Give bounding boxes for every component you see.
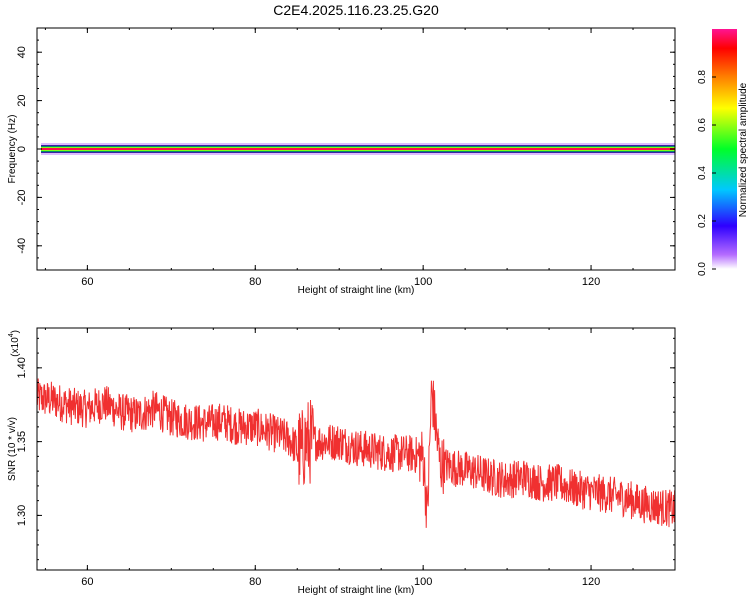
spectrogram-x-tick-label: 100 xyxy=(414,276,432,288)
snr-x-label: Height of straight line (km) xyxy=(298,585,415,596)
colorbar-tick-label: 0.2 xyxy=(697,214,708,228)
spectrogram-y-tick-label: -40 xyxy=(16,238,28,254)
snr-y-label: SNR (10 * v/v) xyxy=(7,417,18,481)
snr-ticks: 60 80 100 120 1.30 1.35 1.40 xyxy=(16,328,676,588)
snr-multiplier-exp: 4 xyxy=(8,333,15,337)
snr-y-tick-label: 1.35 xyxy=(16,431,28,452)
colorbar-ticks: 0.0 0.2 0.4 0.6 0.8 xyxy=(697,70,716,276)
spectral-band xyxy=(41,143,675,155)
colorbar-tick-label: 0.6 xyxy=(697,118,708,132)
spectrogram-y-tick-label: -20 xyxy=(16,189,28,205)
snr-frame xyxy=(36,327,676,571)
colorbar-tick-label: 0.0 xyxy=(697,262,708,276)
colorbar-gradient xyxy=(712,29,737,269)
colorbar: 0.0 0.2 0.4 0.6 0.8 Normalized spectral ampl… xyxy=(697,29,749,276)
snr-series-line xyxy=(37,378,675,528)
snr-y-tick-label: 1.40 xyxy=(16,357,28,378)
colorbar-label: Normalized spectral amplitude xyxy=(738,82,749,217)
colorbar-tick-label: 0.4 xyxy=(697,166,708,180)
spectrogram-y-tick-label: 0 xyxy=(16,146,28,152)
snr-multiplier: (x104) xyxy=(8,330,21,357)
colorbar-tick-label: 0.8 xyxy=(697,70,708,84)
spectrogram-x-tick-label: 60 xyxy=(81,276,93,288)
spectrogram-ticks: 60 80 100 120 40 20 0 -20 -40 xyxy=(16,27,676,288)
spectrogram-y-tick-label: 40 xyxy=(16,46,28,58)
snr-multiplier-base: (x10 xyxy=(10,337,21,357)
snr-panel: 60 80 100 120 1.30 1.35 1.40 Height of straigh… xyxy=(7,327,676,596)
svg-text:(x104): (x104) xyxy=(8,330,21,357)
snr-x-tick-label: 100 xyxy=(414,576,432,588)
spectrogram-x-label: Height of straight line (km) xyxy=(298,285,415,296)
snr-multiplier-close: ) xyxy=(10,330,21,333)
snr-y-tick-label: 1.30 xyxy=(16,505,28,526)
snr-x-tick-label: 120 xyxy=(582,576,600,588)
spectrogram-x-tick-label: 80 xyxy=(249,276,261,288)
spectral-band-layer xyxy=(41,148,675,150)
snr-x-tick-label: 80 xyxy=(249,576,261,588)
spectrogram-y-label: Frequency (Hz) xyxy=(7,115,18,184)
spectrogram-y-tick-label: 20 xyxy=(16,94,28,106)
spectrogram-panel: 60 80 100 120 40 20 0 -20 -40 Height of straight… xyxy=(7,27,676,296)
chart-title: C2E4.2025.116.23.25.G20 xyxy=(273,2,439,18)
snr-x-tick-label: 60 xyxy=(81,576,93,588)
spectrogram-x-tick-label: 120 xyxy=(582,276,600,288)
